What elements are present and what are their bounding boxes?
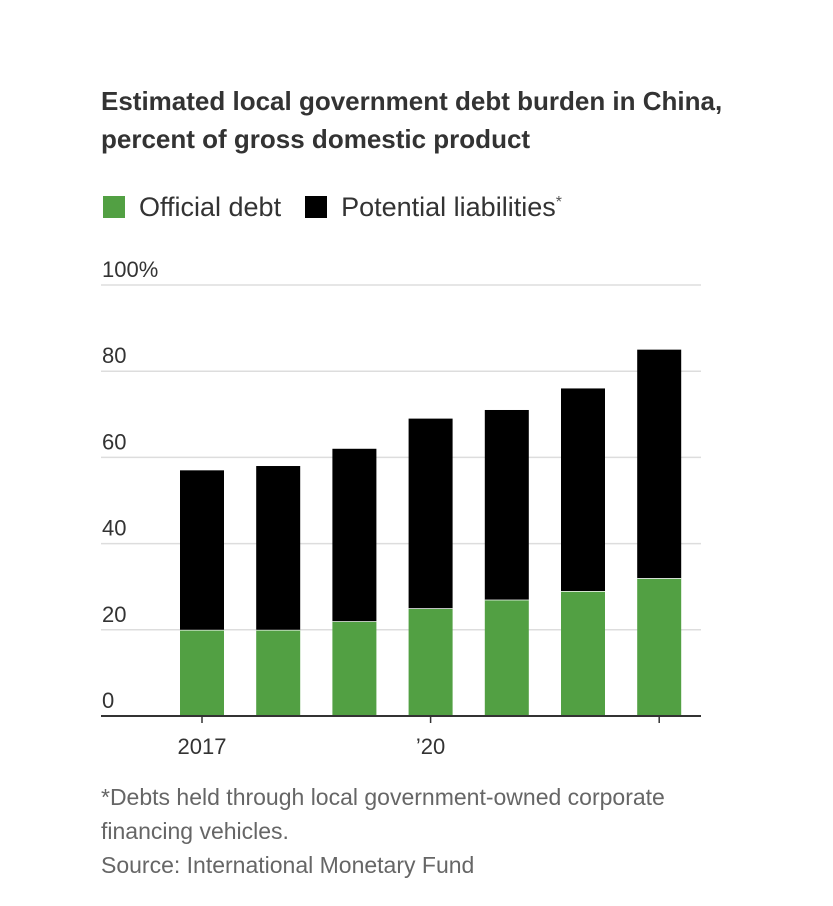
bar-official-debt xyxy=(256,629,301,716)
chart-notes: *Debts held through local government-own… xyxy=(101,780,741,882)
bar-official-debt xyxy=(180,629,224,716)
y-tick-label: 80 xyxy=(102,343,126,368)
bar-official-debt xyxy=(332,621,377,716)
y-tick-label: 60 xyxy=(102,429,126,454)
bar-potential-liabilities xyxy=(256,466,301,630)
legend-item-potential-liabilities: Potential liabilities* xyxy=(305,192,562,223)
legend-label-official-debt: Official debt xyxy=(139,191,282,222)
legend-swatch-potential-liabilities xyxy=(305,196,328,218)
bar-potential-liabilities xyxy=(408,418,453,609)
bar-potential-liabilities xyxy=(180,470,224,630)
chart-title: Estimated local government debt burden i… xyxy=(101,86,723,154)
footnote: *Debts held through local government-own… xyxy=(101,784,665,844)
y-tick-label: 20 xyxy=(102,602,126,627)
bar-potential-liabilities xyxy=(561,388,605,592)
legend-footnote-marker: * xyxy=(555,193,562,211)
bar-official-debt xyxy=(637,578,682,716)
bar-official-debt xyxy=(408,608,453,716)
bar-potential-liabilities xyxy=(484,409,529,600)
bar-potential-liabilities xyxy=(332,448,377,622)
x-tick-label: 2017 xyxy=(178,734,227,759)
y-tick-label: 100% xyxy=(102,257,158,282)
legend-item-official-debt: Official debt xyxy=(103,192,281,223)
x-tick-label: ’20 xyxy=(416,734,445,759)
legend: Official debt Potential liabilities* xyxy=(103,189,586,225)
bar-official-debt xyxy=(484,599,529,716)
legend-swatch-official-debt xyxy=(103,196,125,218)
legend-label-potential-liabilities: Potential liabilities xyxy=(341,191,556,222)
y-tick-label: 40 xyxy=(102,516,126,541)
bar-potential-liabilities xyxy=(637,349,682,579)
source-note: Source: International Monetary Fund xyxy=(101,852,475,878)
y-tick-label: 0 xyxy=(102,688,114,713)
bar-official-debt xyxy=(561,591,605,716)
